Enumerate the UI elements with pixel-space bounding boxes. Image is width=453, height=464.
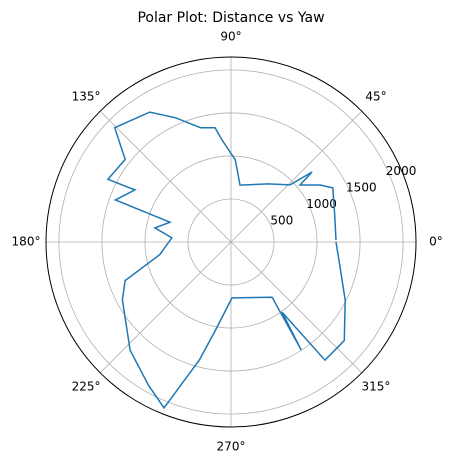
grid-spoke bbox=[99, 110, 232, 243]
theta-tick-label: 0° bbox=[429, 235, 443, 249]
theta-tick-label: 45° bbox=[365, 90, 386, 104]
r-tick-label: 500 bbox=[270, 213, 293, 227]
polar-frame bbox=[45, 56, 417, 428]
grid-spoke bbox=[230, 110, 363, 243]
grid-spoke bbox=[99, 241, 232, 374]
data-line bbox=[106, 111, 346, 410]
theta-tick-label: 270° bbox=[217, 440, 246, 454]
r-tick-label: 2000 bbox=[386, 164, 417, 178]
r-tick-label: 1000 bbox=[306, 197, 337, 211]
theta-tick-label: 135° bbox=[72, 90, 101, 104]
theta-tick-label: 90° bbox=[220, 30, 241, 44]
chart-title: Polar Plot: Distance vs Yaw bbox=[137, 10, 324, 26]
theta-tick-label: 315° bbox=[362, 379, 391, 393]
r-tick-label: 1500 bbox=[346, 181, 377, 195]
theta-tick-label: 225° bbox=[72, 379, 101, 393]
grid-spoke bbox=[230, 241, 363, 374]
theta-tick-label: 180° bbox=[12, 235, 41, 249]
